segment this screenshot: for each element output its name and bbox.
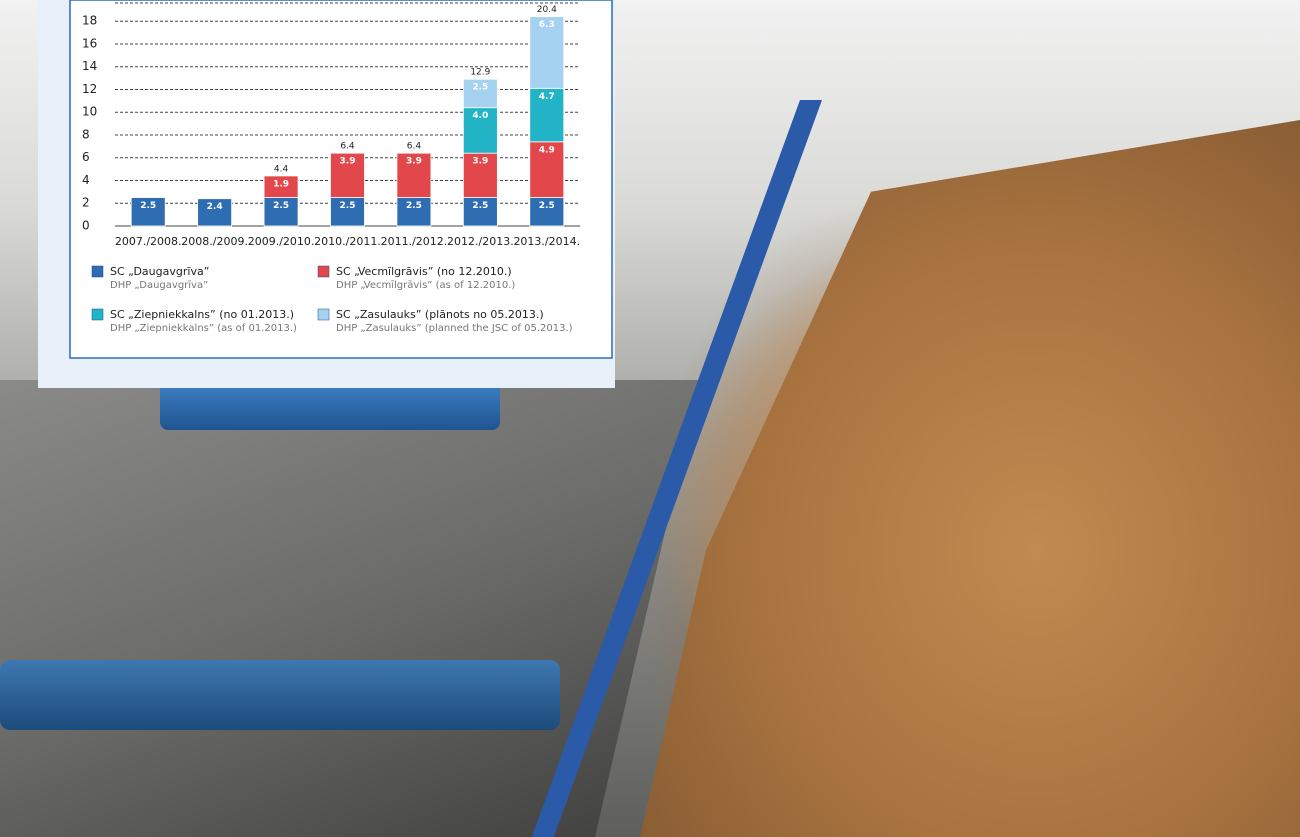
- x-tick-label: 2008./2009.: [181, 235, 248, 248]
- y-tick-label: 12: [82, 82, 97, 96]
- bar-segment: [197, 198, 233, 227]
- x-tick-label: 2010./2011.: [314, 235, 381, 248]
- floor-shadow: [0, 380, 700, 837]
- x-tick-label: 2009./2010.: [248, 235, 315, 248]
- bar-segment: [396, 152, 432, 198]
- legend-swatch: [91, 265, 104, 278]
- bar-segment: [263, 175, 299, 198]
- y-tick-label: 14: [82, 59, 97, 73]
- x-tick-label: 2012./2013.: [447, 235, 514, 248]
- value-label: 6.3: [539, 20, 555, 30]
- legend-sublabel: DHP „Zasulauks” (planned the JSC of 05.2…: [336, 323, 573, 334]
- legend-swatch: [317, 308, 330, 321]
- y-tick-label: 2: [82, 196, 90, 210]
- value-label: 3.9: [340, 157, 356, 167]
- x-tick-label: 2007./2008.: [115, 235, 182, 248]
- bar-segment: [529, 141, 565, 198]
- legend-label: SC „Zasulauks” (plānots no 05.2013.): [336, 308, 544, 321]
- wood-chips: [640, 120, 1300, 837]
- chart-panel: 0 2 4 6 8 10 12 14 16 18 2007./2008. 2.5 2008./2009.…: [38, 0, 615, 388]
- y-tick-label: 6: [82, 150, 90, 164]
- bar-segment: [462, 152, 498, 198]
- value-label: 3.9: [472, 157, 488, 167]
- legend-sublabel: DHP „Ziepniekkalns” (as of 01.2013.): [110, 323, 297, 334]
- bar-segment: [130, 197, 166, 227]
- bar-segment: [462, 197, 498, 227]
- legend-label: SC „Daugavgrīva”: [110, 265, 209, 278]
- value-label: 2.5: [273, 201, 289, 211]
- pipe: [160, 380, 500, 430]
- y-tick-label: 0: [82, 219, 90, 233]
- value-label: 1.9: [273, 179, 289, 189]
- bar-segment: [529, 16, 565, 89]
- total-label: 20.4: [537, 5, 557, 15]
- total-label: 6.4: [407, 142, 422, 152]
- value-label: 2.5: [140, 201, 156, 211]
- value-label: 2.5: [472, 201, 488, 211]
- y-tick-label: 4: [82, 173, 90, 187]
- y-tick-label: 8: [82, 127, 90, 141]
- y-tick-label: 18: [82, 14, 97, 28]
- legend-swatch: [91, 308, 104, 321]
- value-label: 4.9: [539, 145, 555, 155]
- value-label: 2.5: [340, 201, 356, 211]
- value-label: 3.9: [406, 157, 422, 167]
- value-label: 2.5: [406, 201, 422, 211]
- bar-segment: [330, 152, 365, 198]
- legend-swatch: [317, 265, 330, 278]
- pipe: [0, 660, 560, 730]
- bar-segment: [529, 197, 565, 227]
- y-tick-label: 10: [82, 105, 97, 119]
- value-label: 2.5: [539, 201, 555, 211]
- legend-label: SC „Vecmīlgrāvis” (no 12.2010.): [336, 265, 512, 278]
- legend-sublabel: DHP „Vecmīlgrāvis” (as of 12.2010.): [336, 280, 515, 291]
- total-label: 12.9: [470, 68, 490, 78]
- total-label: 4.4: [274, 164, 289, 174]
- x-tick-label: 2011./2012.: [381, 235, 448, 248]
- x-tick-label: 2013./2014.: [513, 235, 580, 248]
- value-label: 2.4: [207, 202, 223, 212]
- value-label: 2.5: [472, 83, 488, 93]
- value-label: 4.0: [472, 111, 488, 121]
- bar-segment: [462, 107, 498, 154]
- total-label: 6.4: [340, 142, 355, 152]
- value-label: 4.7: [539, 92, 555, 102]
- bar-segment: [462, 78, 498, 109]
- legend-label: SC „Ziepniekkalns” (no 01.2013.): [110, 308, 294, 321]
- y-tick-label: 16: [82, 36, 97, 50]
- legend-sublabel: DHP „Daugavgrīva”: [110, 280, 208, 291]
